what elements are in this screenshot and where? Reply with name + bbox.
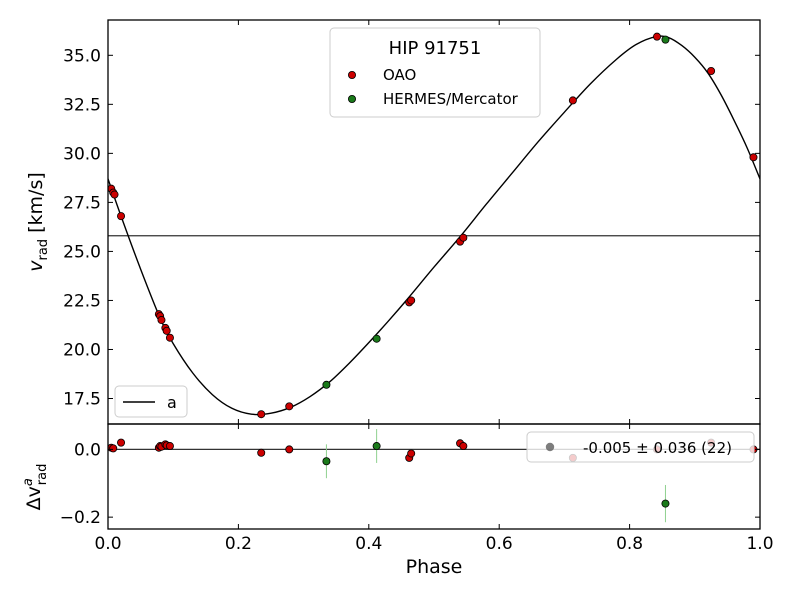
residual-legend: -0.005 ± 0.036 (22) — [526, 431, 755, 463]
residual-point-oao-10 — [285, 445, 294, 454]
rv-y-tick-label-6: 32.5 — [63, 95, 101, 115]
rv-point-oao-2 — [110, 190, 119, 199]
residual-point-oao-8 — [165, 442, 174, 451]
rv-model-curve — [108, 35, 760, 416]
rv-point-oao-6 — [157, 316, 166, 325]
rv-legend-box — [329, 27, 541, 118]
rv-point-oao-11 — [285, 402, 294, 411]
rv-legend-title: HIP 91751 — [389, 38, 482, 59]
residual-y-tick-label-0: −0.2 — [60, 508, 101, 528]
rv-y-tick-label-7: 35.0 — [63, 46, 101, 66]
x-tick-label-3: 0.6 — [486, 534, 513, 554]
rv-legend-hermes-marker — [347, 95, 356, 104]
rv-point-oao-18 — [707, 66, 716, 75]
rv-ylabel: vrad [km/s] — [25, 172, 51, 272]
x-tick-label-5: 1.0 — [746, 534, 773, 554]
rv-point-oao-13 — [407, 296, 416, 305]
residual-legend-box — [526, 431, 755, 463]
rv-model-legend: a — [114, 385, 188, 418]
x-tick-label-0: 0.0 — [94, 534, 121, 554]
x-tick-label-1: 0.2 — [225, 534, 252, 554]
rv-model-legend-label: a — [167, 393, 177, 412]
residual-legend-label: -0.005 ± 0.036 (22) — [583, 439, 732, 457]
residual-y-tick-label-1: 0.0 — [74, 440, 101, 460]
x-tick-label-2: 0.4 — [355, 534, 382, 554]
rv-point-oao-8 — [162, 326, 171, 335]
rv-y-tick-label-5: 30.0 — [63, 144, 101, 164]
rv-point-hermes-0 — [322, 380, 331, 389]
residual-point-oao-1 — [109, 444, 118, 453]
rv-legend: HIP 91751 OAO HERMES/Mercator — [329, 27, 541, 118]
residual-point-oao-14 — [459, 442, 468, 451]
residual-point-hermes-0 — [322, 457, 331, 466]
rv-y-tick-label-4: 27.5 — [63, 193, 101, 213]
rv-point-oao-3 — [117, 212, 126, 221]
rv-point-oao-17 — [652, 32, 661, 41]
residual-ylabel: Δvarad — [21, 464, 50, 511]
rv-y-tick-label-0: 17.5 — [63, 390, 101, 410]
residual-panel: 0.0 0.2 0.4 0.6 0.8 1.0 −0.2 0.0 -0.005 ± 0.036… — [21, 423, 774, 578]
rv-legend-oao-label: OAO — [383, 66, 416, 84]
rv-point-oao-9 — [165, 333, 174, 342]
residual-point-oao-9 — [257, 448, 266, 457]
residual-point-oao-2 — [117, 438, 126, 447]
rv-y-tick-label-1: 20.0 — [63, 340, 101, 360]
residual-point-oao-12 — [407, 449, 416, 458]
rv-point-oao-15 — [459, 233, 468, 242]
rv-point-hermes-1 — [372, 334, 381, 343]
residual-legend-marker — [545, 442, 555, 452]
residual-point-hermes-1 — [372, 442, 381, 451]
x-axis-label: Phase — [406, 556, 463, 578]
rv-legend-hermes-label: HERMES/Mercator — [383, 90, 519, 108]
rv-point-oao-16 — [568, 96, 577, 105]
rv-point-oao-10 — [257, 410, 266, 419]
rv-y-tick-label-2: 22.5 — [63, 291, 101, 311]
rv-point-oao-19 — [749, 153, 758, 162]
rv-legend-oao-marker — [347, 71, 356, 80]
rv-y-tick-label-3: 25.0 — [63, 242, 101, 262]
residual-point-hermes-2 — [661, 499, 670, 508]
rv-panel: 17.5 20.0 22.5 25.0 27.5 30.0 32.5 35.0 HIP 917… — [25, 19, 761, 425]
rv-point-hermes-2 — [661, 35, 670, 44]
residual-panel-frame — [107, 423, 761, 530]
x-tick-label-4: 0.8 — [616, 534, 643, 554]
